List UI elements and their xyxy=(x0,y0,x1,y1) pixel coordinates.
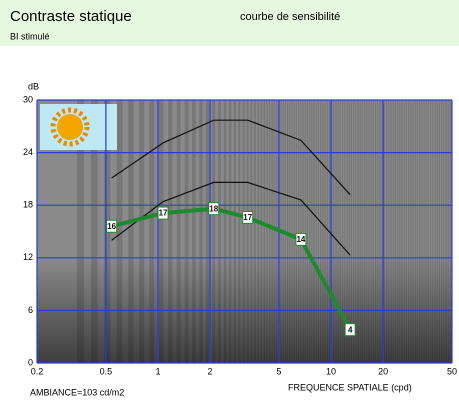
x-tick-label: 20 xyxy=(378,366,388,376)
y-tick-label: 12 xyxy=(23,252,33,262)
y-tick-label: 24 xyxy=(23,147,33,157)
subtitle: courbe de sensibilité xyxy=(240,11,340,23)
x-tick-label: 5 xyxy=(276,366,281,376)
x-tick-label: 10 xyxy=(326,366,336,376)
y-tick-label: 6 xyxy=(28,305,33,315)
value-label: 18 xyxy=(209,204,218,213)
x-tick-label: 50 xyxy=(447,366,457,376)
stimulus: BI stimulé xyxy=(10,31,50,41)
x-tick-label: 0.5 xyxy=(100,366,113,376)
value-label: 17 xyxy=(159,209,168,218)
x-label: FREQUENCE SPATIALE (cpd) xyxy=(288,382,412,392)
value-label: 17 xyxy=(243,213,252,222)
y-tick-label: 30 xyxy=(23,94,33,104)
x-tick-label: 2 xyxy=(208,366,213,376)
x-tick-label: 0.2 xyxy=(31,366,44,376)
value-label: 4 xyxy=(348,325,353,334)
page: {"header": {"title": "Contraste statique… xyxy=(0,0,459,403)
value-label: 14 xyxy=(296,235,305,244)
note: AMBIANCE=103 cd/m2 xyxy=(30,387,124,397)
title: Contraste statique xyxy=(10,8,132,25)
value-label: 16 xyxy=(107,222,116,231)
chart: Contraste statique courbe de sensibilité… xyxy=(0,0,459,403)
y-unit: dB xyxy=(28,81,39,91)
y-tick-label: 18 xyxy=(23,200,33,210)
x-tick-label: 1 xyxy=(155,366,160,376)
